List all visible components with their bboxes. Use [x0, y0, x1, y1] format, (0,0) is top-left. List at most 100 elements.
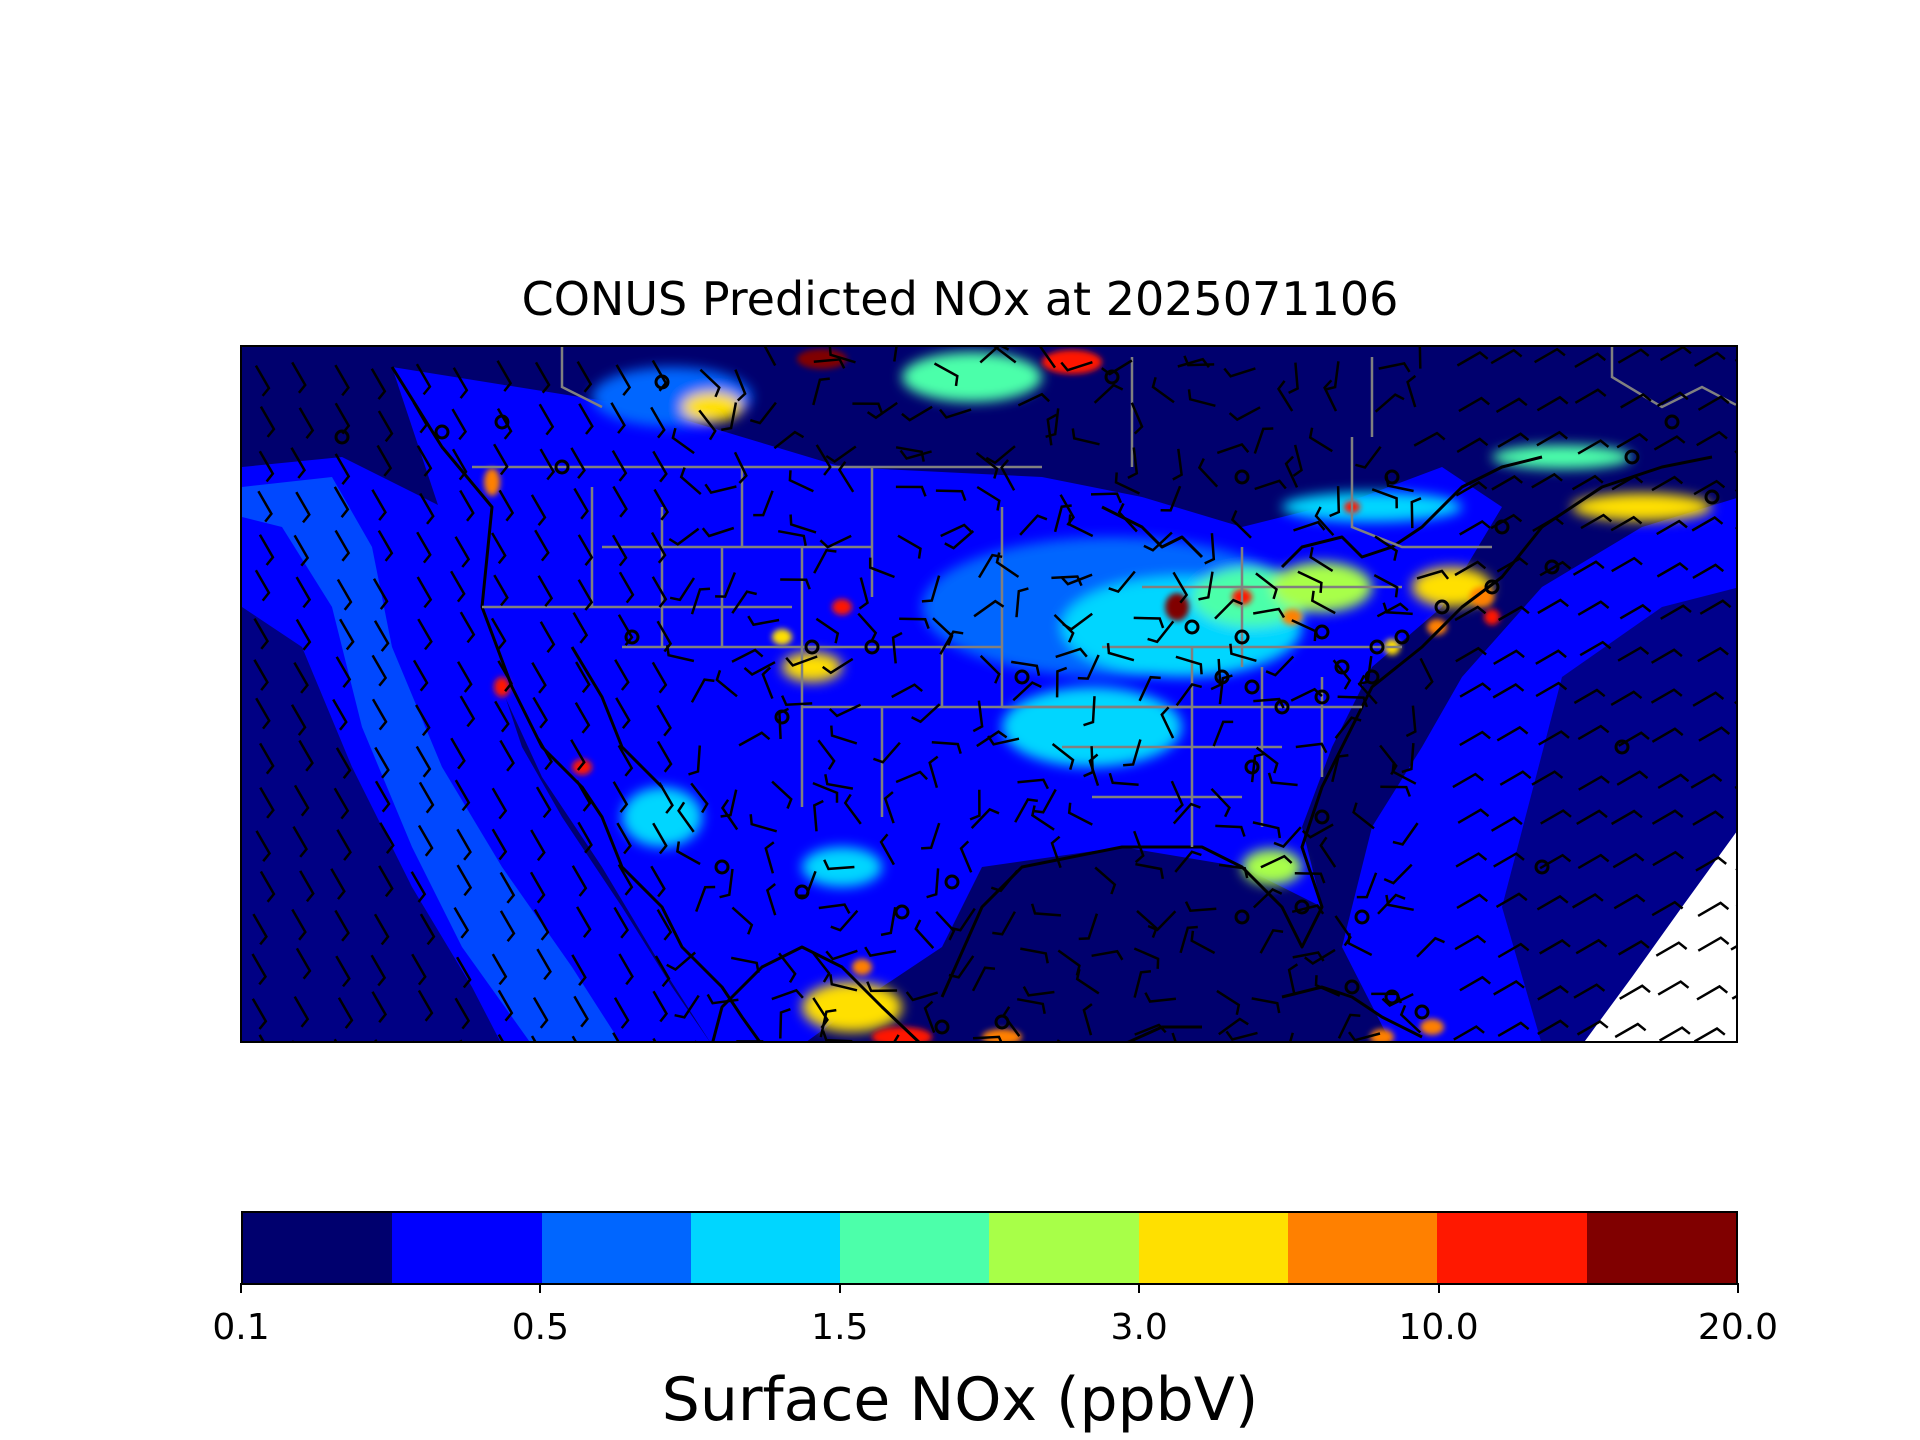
nox-map: [240, 345, 1738, 1043]
wind-barb: [371, 698, 388, 731]
wind-barb: [771, 780, 793, 809]
station-marker: [934, 1019, 950, 1035]
wind-barb: [493, 443, 509, 476]
coastlines: [390, 366, 1713, 1041]
wind-barb: [497, 660, 513, 692]
wind-barb: [417, 824, 434, 857]
wind-barb: [899, 449, 932, 460]
station-marker: [1274, 699, 1290, 715]
colorbar-tick: [1138, 1283, 1141, 1293]
station-marker: [944, 874, 960, 890]
wind-barb: [1492, 682, 1525, 699]
wind-barb: [695, 1040, 697, 1041]
wind-barb: [253, 659, 269, 691]
wind-barb: [1273, 826, 1302, 848]
wind-barb: [496, 360, 513, 392]
wind-barb: [651, 661, 668, 694]
wind-barb: [868, 557, 895, 579]
station-marker: [994, 1014, 1010, 1030]
wind-barb: [1692, 563, 1725, 579]
wind-barb: [1183, 355, 1215, 367]
wind-barb: [736, 1040, 764, 1041]
wind-barb: [733, 451, 748, 484]
station-marker: [1369, 639, 1385, 655]
wind-barb: [1656, 519, 1688, 536]
wind-barb: [330, 868, 346, 900]
wind-barb: [1130, 402, 1144, 435]
wind-barb: [872, 741, 901, 764]
wind-barb: [749, 401, 777, 425]
wind-barb: [824, 773, 854, 790]
wind-barb: [777, 529, 807, 546]
wind-barb: [1314, 975, 1341, 997]
wind-barb: [1376, 602, 1409, 618]
wind-barb: [779, 1008, 791, 1039]
wind-barb: [1014, 798, 1038, 823]
wind-barb: [671, 427, 695, 455]
wind-barb: [457, 661, 473, 693]
wind-barb: [893, 347, 898, 362]
wind-barb: [333, 486, 350, 518]
wind-barb: [1531, 472, 1563, 489]
wind-barb: [1292, 444, 1303, 477]
wind-barb: [416, 576, 433, 609]
wind-barb: [1651, 727, 1684, 743]
wind-barb: [1197, 458, 1219, 488]
wind-barb: [1574, 352, 1607, 368]
wind-barb: [454, 779, 471, 812]
wind-barb: [743, 661, 776, 677]
wind-barb: [690, 782, 709, 814]
wind-barb: [1147, 620, 1175, 644]
station-marker: [1384, 989, 1400, 1005]
wind-barb: [1091, 949, 1124, 961]
wind-barb: [1537, 1019, 1569, 1035]
wind-barb: [780, 695, 813, 706]
wind-barb: [415, 363, 432, 396]
wind-barb: [679, 467, 702, 496]
wind-barb: [1055, 666, 1068, 698]
wind-barb: [1537, 598, 1569, 615]
wind-barb: [617, 744, 634, 777]
wind-barb: [379, 822, 395, 854]
wind-barb: [690, 678, 715, 703]
wind-barb: [979, 654, 1001, 684]
wind-barb: [1495, 397, 1528, 413]
wind-barb: [1497, 1021, 1530, 1037]
colorbar-segment: [243, 1213, 393, 1283]
station-marker: [494, 414, 510, 430]
wind-barb: [1293, 520, 1326, 532]
wind-barb: [985, 445, 1016, 465]
wind-barb: [812, 781, 839, 803]
wind-barb: [734, 369, 747, 402]
station-marker: [1534, 859, 1550, 875]
wind-barb: [1536, 395, 1569, 412]
wind-barb: [1301, 823, 1334, 839]
wind-barb: [1656, 561, 1689, 578]
wind-barb: [698, 409, 717, 441]
colorbar-segment: [392, 1213, 542, 1283]
station-marker: [1544, 559, 1560, 575]
wind-barb: [1030, 903, 1061, 917]
station-marker: [1244, 759, 1260, 775]
wind-barb: [1020, 947, 1049, 964]
wind-barb: [1459, 730, 1491, 747]
wind-barb: [1691, 515, 1724, 532]
wind-barb: [1050, 835, 1062, 869]
wind-barb: [1496, 556, 1529, 573]
wind-barb: [1170, 780, 1184, 813]
wind-barb: [1536, 894, 1569, 911]
wind-barb: [1652, 850, 1684, 867]
wind-barb: [1017, 392, 1051, 407]
wind-barb: [948, 955, 975, 979]
wind-barb: [823, 859, 855, 871]
wind-barb: [765, 883, 777, 916]
wind-barb: [1573, 688, 1606, 705]
wind-barb: [1455, 480, 1488, 497]
wind-barb: [334, 364, 350, 397]
wind-barb: [1133, 830, 1145, 864]
wind-barb: [1033, 788, 1057, 814]
wind-barb: [1254, 479, 1287, 491]
wind-barb: [1187, 389, 1216, 408]
wind-barb: [335, 955, 351, 988]
colorbar-tick: [240, 1283, 242, 1293]
